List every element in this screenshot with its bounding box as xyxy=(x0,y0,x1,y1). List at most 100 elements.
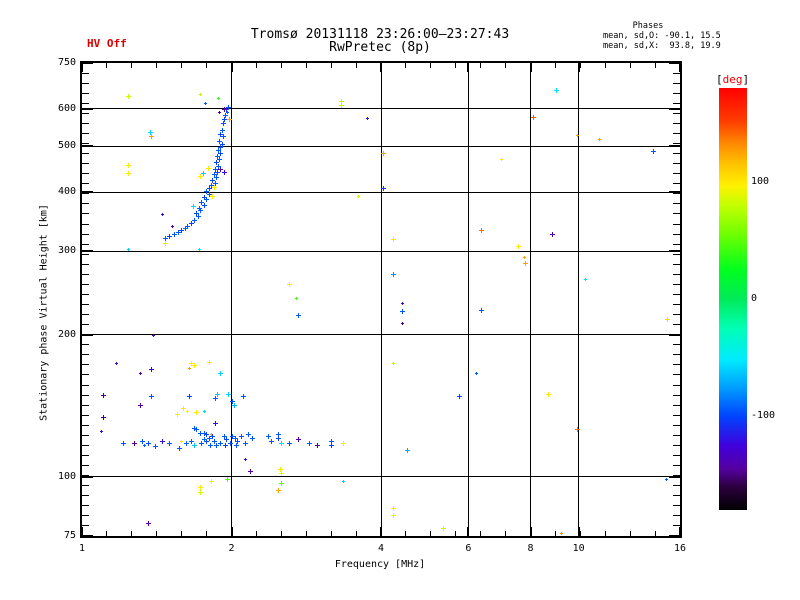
y-minor-tick-left xyxy=(82,82,89,84)
data-point xyxy=(516,244,521,250)
data-point xyxy=(576,134,580,138)
data-point xyxy=(204,432,210,438)
data-point xyxy=(212,395,218,401)
y-minor-tick-left xyxy=(82,102,89,104)
y-minor-tick-left xyxy=(82,132,89,134)
x-minor-tick-bottom xyxy=(530,531,531,536)
data-point xyxy=(191,425,197,431)
x-minor-tick-bottom xyxy=(156,531,158,536)
data-point xyxy=(215,153,220,159)
y-minor-tick-right xyxy=(673,283,680,285)
x-minor-tick-bottom xyxy=(430,531,432,536)
data-point xyxy=(340,440,346,446)
data-point xyxy=(381,186,387,192)
data-point xyxy=(306,440,312,446)
y-minor-tick-right xyxy=(673,414,680,416)
data-point xyxy=(146,520,152,526)
y-minor-tick-left xyxy=(82,384,89,386)
data-point xyxy=(149,134,155,140)
vertical-gridline xyxy=(231,63,232,536)
data-point xyxy=(207,442,213,448)
x-minor-tick-top xyxy=(480,63,482,68)
plot-title: Tromsø 20131118 23:26:00–23:27:43 xyxy=(250,27,510,42)
data-point xyxy=(126,171,132,177)
data-point xyxy=(338,103,344,109)
y-minor-tick-right xyxy=(673,92,680,94)
data-point xyxy=(222,442,228,448)
x-minor-tick-bottom xyxy=(106,531,108,536)
data-point xyxy=(210,177,216,183)
y-minor-tick-right xyxy=(673,82,680,84)
data-point xyxy=(142,443,146,447)
data-point xyxy=(222,112,228,118)
y-minor-tick-right xyxy=(673,112,680,114)
x-minor-tick-top xyxy=(106,63,108,68)
data-point xyxy=(391,271,397,277)
data-point xyxy=(275,435,281,441)
x-tick-label: 16 xyxy=(673,543,687,554)
y-minor-tick-left xyxy=(82,314,89,316)
data-point xyxy=(171,232,177,238)
data-point xyxy=(163,235,169,241)
y-minor-tick-left xyxy=(82,233,89,235)
y-minor-tick-left xyxy=(82,414,89,416)
data-point xyxy=(225,476,231,482)
data-point xyxy=(198,430,204,436)
data-point xyxy=(139,371,143,375)
x-minor-tick-bottom xyxy=(181,531,183,536)
data-point xyxy=(221,106,227,112)
y-major-tick-left xyxy=(82,250,93,253)
x-minor-tick-bottom xyxy=(455,531,457,536)
y-major-tick-right xyxy=(669,62,680,64)
data-point xyxy=(186,409,190,413)
x-tick-label: 1 xyxy=(78,543,86,554)
y-minor-tick-left xyxy=(82,213,89,215)
data-point xyxy=(404,447,410,453)
data-point xyxy=(219,128,225,134)
x-minor-tick-bottom xyxy=(380,531,382,536)
horizontal-gridline xyxy=(82,334,680,336)
y-minor-tick-right xyxy=(673,525,680,527)
data-point xyxy=(147,130,153,135)
data-point xyxy=(584,278,587,282)
y-minor-tick-right xyxy=(673,263,680,265)
data-point xyxy=(314,442,320,448)
horizontal-gridline xyxy=(82,476,680,478)
data-point xyxy=(401,321,405,325)
data-point xyxy=(209,479,215,485)
data-point xyxy=(191,363,197,369)
y-minor-tick-right xyxy=(673,404,680,406)
y-minor-tick-left xyxy=(82,374,89,376)
y-major-tick-right xyxy=(669,535,680,537)
x-minor-tick-bottom xyxy=(255,531,257,536)
x-minor-tick-top xyxy=(505,63,507,68)
y-minor-tick-left xyxy=(82,283,89,285)
y-minor-tick-left xyxy=(82,515,89,517)
x-major-tick-bottom xyxy=(467,527,470,536)
data-point xyxy=(185,223,191,229)
data-point xyxy=(204,197,210,203)
y-minor-tick-right xyxy=(673,515,680,517)
x-minor-tick-top xyxy=(255,63,257,68)
y-minor-tick-left xyxy=(82,263,89,265)
y-minor-tick-left xyxy=(82,364,89,366)
x-tick-label: 6 xyxy=(465,543,472,554)
y-tick-label: 75 xyxy=(63,530,76,541)
data-point xyxy=(175,230,181,236)
y-minor-tick-left xyxy=(82,404,89,406)
data-point xyxy=(220,121,226,126)
data-point xyxy=(184,440,190,446)
data-point xyxy=(181,405,187,411)
data-point xyxy=(191,217,197,223)
data-point xyxy=(211,171,217,177)
y-major-tick-left xyxy=(82,62,93,64)
colorbar-tick-label: -100 xyxy=(751,410,776,422)
data-point xyxy=(228,440,234,446)
data-point xyxy=(277,466,283,472)
colorbar-label-bracket-close: ] xyxy=(742,73,750,86)
y-minor-tick-left xyxy=(82,253,89,255)
data-point xyxy=(217,97,221,101)
data-point xyxy=(100,392,106,398)
x-major-tick-top xyxy=(467,63,470,72)
data-point xyxy=(218,150,224,156)
